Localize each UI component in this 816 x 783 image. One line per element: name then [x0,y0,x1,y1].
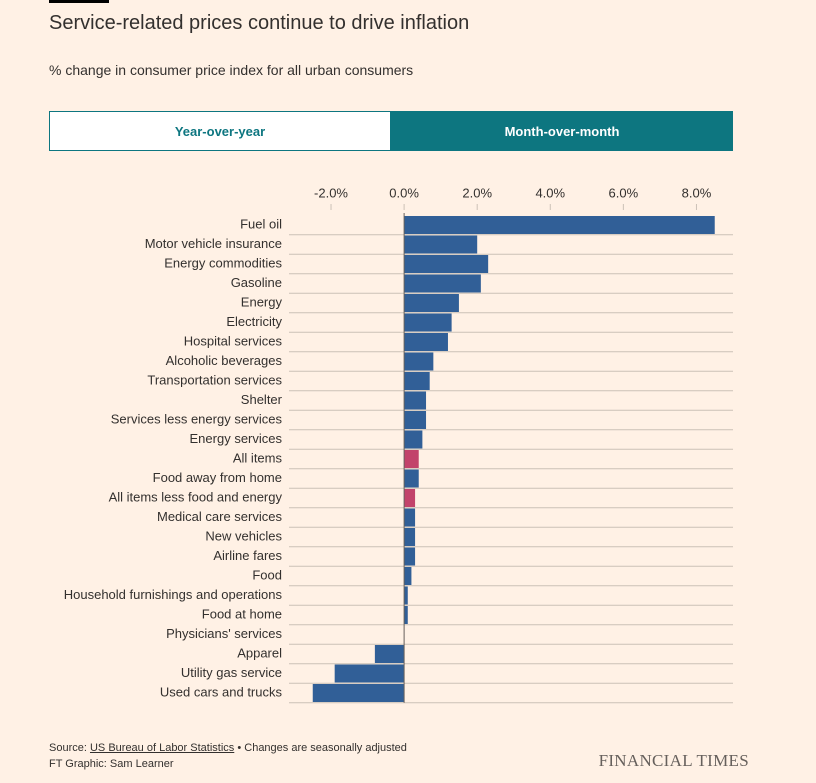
tab[interactable]: Year-over-year [49,111,391,151]
bar [404,274,481,293]
bar [404,528,416,546]
y-tick-label: Food away from home [153,470,282,485]
y-tick-label: Alcoholic beverages [166,353,283,368]
y-tick-label: Services less energy services [111,411,283,426]
y-tick-label: Energy commodities [164,255,282,270]
top-rule [49,0,109,3]
y-tick-label: Physicians' services [166,626,282,641]
bar [404,489,416,507]
bar [404,567,412,585]
y-tick-label: All items less food and energy [109,489,283,504]
bar [404,235,478,254]
y-tick-label: Energy [241,294,283,309]
bar [404,430,423,449]
bar [404,606,408,624]
bar [404,255,489,273]
bar [404,469,419,488]
bar [404,411,427,429]
chart-title: Service-related prices continue to drive… [49,12,470,34]
bar [404,450,419,468]
y-tick-label: Medical care services [157,509,282,524]
y-tick-label: Energy services [190,431,283,446]
x-tick-label: 8.0% [682,185,712,200]
y-tick-label: All items [233,450,283,465]
y-tick-label: Apparel [237,645,282,660]
chart-subtitle: % change in consumer price index for all… [49,62,414,78]
x-tick-label: 2.0% [462,185,492,200]
bar [404,352,434,371]
y-tick-label: Fuel oil [240,216,282,231]
bar [404,294,459,312]
y-tick-label: Household furnishings and operations [64,587,283,602]
bar [404,508,416,527]
bar [404,586,408,605]
y-tick-label: Food [252,567,282,582]
y-tick-label: Airline fares [213,548,282,563]
x-tick-label: 6.0% [609,185,639,200]
y-tick-label: Gasoline [231,275,282,290]
bar [404,391,427,410]
y-tick-label: Transportation services [147,372,282,387]
source-label: Source: [49,742,87,754]
bar [374,645,405,663]
bar [334,664,405,683]
y-tick-label: Food at home [202,606,282,621]
y-tick-label: Hospital services [184,333,283,348]
footer: Source: US Bureau of Labor Statistics • … [49,740,407,772]
y-tick-label: Utility gas service [181,665,282,680]
bar [312,684,405,702]
bar [404,313,452,332]
source-line: Source: US Bureau of Labor Statistics • … [49,740,407,756]
brand: FINANCIAL TIMES [598,751,749,770]
bar [404,216,715,234]
bar [404,333,448,351]
x-tick-label: 0.0% [389,185,419,200]
credit: FT Graphic: Sam Learner [49,758,174,770]
y-tick-label: Electricity [226,314,282,329]
x-tick-label: 4.0% [535,185,565,200]
bar [404,372,430,390]
bar [404,547,416,566]
tab[interactable]: Month-over-month [391,111,733,151]
y-tick-label: New vehicles [205,528,282,543]
source-link[interactable]: US Bureau of Labor Statistics [89,742,235,754]
y-tick-label: Used cars and trucks [160,684,283,699]
x-tick-label: -2.0% [314,185,348,200]
source-note: • Changes are seasonally adjusted [237,742,407,754]
y-tick-label: Motor vehicle insurance [145,236,282,251]
y-tick-label: Shelter [241,392,283,407]
